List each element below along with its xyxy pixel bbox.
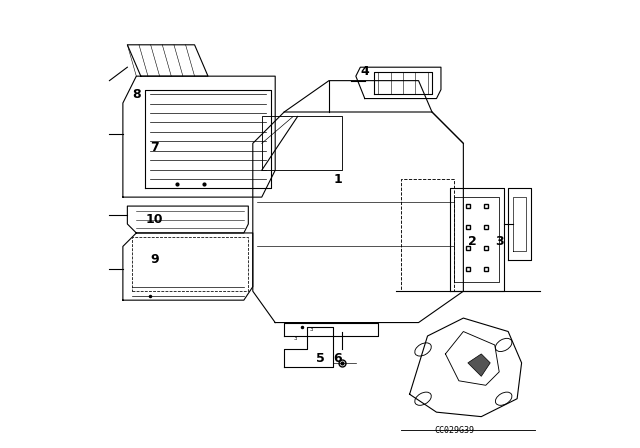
Text: 3: 3 [495, 235, 504, 249]
Text: 6: 6 [333, 352, 342, 365]
Text: 10: 10 [145, 213, 163, 226]
Text: 2: 2 [468, 235, 477, 249]
Text: 3: 3 [309, 327, 313, 332]
Text: CC029G39: CC029G39 [435, 426, 474, 435]
Text: 9: 9 [150, 253, 159, 267]
Text: 8: 8 [132, 87, 141, 101]
Polygon shape [468, 354, 490, 376]
Text: 3: 3 [294, 336, 297, 341]
Text: 7: 7 [150, 141, 159, 155]
Text: 5: 5 [316, 352, 324, 365]
Text: 1: 1 [333, 172, 342, 186]
Text: 4: 4 [360, 65, 369, 78]
